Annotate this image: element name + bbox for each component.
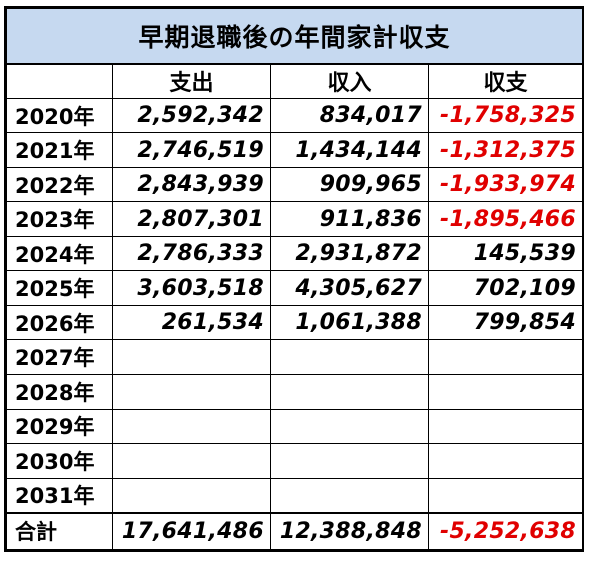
year-cell: 2025年 [6, 270, 113, 306]
total-expense: 17,641,486 [112, 511, 271, 550]
table-row: 2029年 [6, 408, 584, 445]
income-cell [270, 374, 429, 410]
income-cell: 2,931,872 [270, 235, 429, 272]
year-cell: 2030年 [6, 443, 113, 479]
header-income: 収入 [270, 63, 429, 99]
year-cell: 2026年 [6, 304, 113, 341]
balance-cell: -1,312,375 [427, 132, 584, 168]
year-cell: 2028年 [6, 374, 113, 410]
table-row: 2024年 2,786,333 2,931,872 145,539 [6, 235, 584, 272]
year-cell: 2027年 [6, 339, 113, 375]
expense-cell: 2,843,939 [112, 166, 271, 203]
header-row: 支出 収入 収支 [6, 63, 584, 99]
table-row: 2021年 2,746,519 1,434,144 -1,312,375 [6, 132, 584, 168]
header-year [6, 63, 113, 99]
income-cell: 1,061,388 [270, 304, 429, 341]
expense-cell [112, 477, 271, 514]
budget-table: 早期退職後の年間家計収支 支出 収入 収支 2020年 2,592,342 834,… [5, 7, 584, 550]
table-row: 2031年 [6, 477, 584, 514]
year-cell: 2022年 [6, 166, 113, 203]
balance-cell [427, 408, 584, 445]
income-cell: 4,305,627 [270, 270, 429, 306]
income-cell: 834,017 [270, 97, 429, 134]
income-cell [270, 477, 429, 514]
table-row: 2020年 2,592,342 834,017 -1,758,325 [6, 97, 584, 134]
balance-cell: -1,933,974 [427, 166, 584, 203]
table-row: 2023年 2,807,301 911,836 -1,895,466 [6, 201, 584, 237]
expense-cell [112, 443, 271, 479]
expense-cell: 2,786,333 [112, 235, 271, 272]
balance-cell [427, 374, 584, 410]
expense-cell [112, 374, 271, 410]
year-cell: 2020年 [6, 97, 113, 134]
expense-cell: 2,807,301 [112, 201, 271, 237]
total-income: 12,388,848 [270, 511, 429, 550]
table-row: 2022年 2,843,939 909,965 -1,933,974 [6, 166, 584, 203]
balance-cell: -1,895,466 [427, 201, 584, 237]
expense-cell: 2,746,519 [112, 132, 271, 168]
table-title: 早期退職後の年間家計収支 [5, 7, 584, 65]
table-row: 2028年 [6, 374, 584, 410]
budget-sheet: 早期退職後の年間家計収支 支出 収入 収支 2020年 2,592,342 834,… [4, 6, 584, 552]
income-cell [270, 443, 429, 479]
table-row: 2026年 261,534 1,061,388 799,854 [6, 304, 584, 341]
expense-cell: 3,603,518 [112, 270, 271, 306]
balance-cell [427, 339, 584, 375]
expense-cell: 261,534 [112, 304, 271, 341]
year-cell: 2024年 [6, 235, 113, 272]
expense-cell [112, 408, 271, 445]
balance-cell: 799,854 [427, 304, 584, 341]
table-row: 2030年 [6, 443, 584, 479]
income-cell: 909,965 [270, 166, 429, 203]
year-cell: 2021年 [6, 132, 113, 168]
year-cell: 2029年 [6, 408, 113, 445]
expense-cell: 2,592,342 [112, 97, 271, 134]
balance-cell [427, 443, 584, 479]
header-balance: 収支 [427, 63, 584, 99]
balance-cell: 145,539 [427, 235, 584, 272]
income-cell: 1,434,144 [270, 132, 429, 168]
year-cell: 2031年 [6, 477, 113, 514]
table-row: 2025年 3,603,518 4,305,627 702,109 [6, 270, 584, 306]
total-label: 合計 [6, 511, 113, 550]
income-cell [270, 339, 429, 375]
title-row: 早期退職後の年間家計収支 [5, 7, 584, 65]
balance-cell [427, 477, 584, 514]
year-cell: 2023年 [6, 201, 113, 237]
balance-cell: -1,758,325 [427, 97, 584, 134]
balance-cell: 702,109 [427, 270, 584, 306]
header-expense: 支出 [112, 63, 271, 99]
table-row: 2027年 [6, 339, 584, 375]
income-cell: 911,836 [270, 201, 429, 237]
total-row: 合計 17,641,486 12,388,848 -5,252,638 [6, 511, 584, 550]
expense-cell [112, 339, 271, 375]
income-cell [270, 408, 429, 445]
total-balance: -5,252,638 [427, 511, 584, 550]
